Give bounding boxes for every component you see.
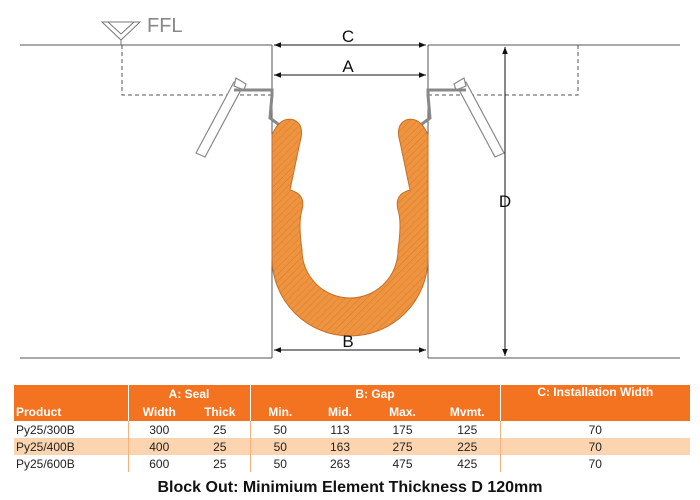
spec-table: A: Seal B: Gap C: Installation Width Pro… — [14, 385, 690, 472]
value-cell: 70 — [499, 455, 690, 472]
group-header: C: Installation Width — [499, 385, 690, 421]
drawing-line — [456, 81, 505, 158]
value-cell: 70 — [499, 421, 690, 438]
ffl-label: FFL — [147, 15, 183, 37]
product-cell: Py25/400B — [14, 438, 128, 455]
drawing-group: C A B D — [342, 27, 511, 351]
seal — [271, 118, 429, 337]
column-header: Mid. — [310, 403, 370, 421]
value-cell: 113 — [330, 422, 350, 437]
value-cell: 50 — [249, 421, 310, 438]
caption: Block Out: Minimium Element Thickness D … — [157, 479, 543, 496]
column-header: Width — [127, 403, 190, 421]
value-cell: 275 — [370, 438, 435, 455]
dim-label: C — [342, 27, 354, 46]
value-cell: 225 — [435, 438, 501, 455]
group-header: A: Seal — [127, 385, 250, 403]
value-cell: 600 — [127, 455, 190, 472]
drawing-group — [274, 42, 508, 356]
table-row: Py25/300B 300 25 50 113 175 125 70 — [14, 421, 690, 438]
value-cell: 25 — [190, 438, 250, 455]
header-cell — [14, 385, 128, 403]
value-cell: 175 — [392, 422, 413, 437]
value-cell: 263 — [329, 456, 351, 471]
drawing-group — [195, 77, 505, 198]
group-header: B: Gap — [249, 385, 501, 403]
value-cell: 425 — [457, 456, 478, 471]
value-cell: 400 — [127, 438, 190, 455]
drawing: FFL C A B D — [20, 15, 680, 359]
value-cell: 475 — [392, 456, 413, 471]
drawing-line — [121, 45, 579, 96]
dim-label: D — [499, 192, 511, 211]
value-cell: 125 — [457, 422, 478, 437]
drawing-line — [100, 21, 142, 45]
drawing-line — [195, 81, 244, 158]
value-cell: 300 — [127, 421, 190, 438]
dim-label: B — [342, 332, 353, 351]
value-cell: 70 — [499, 438, 690, 455]
table-row: Py25/600B 600 25 50 263 475 425 70 — [14, 455, 690, 472]
value-cell: 25 — [213, 456, 227, 471]
column-header: Thick — [190, 403, 250, 421]
value-cell: 50 — [249, 455, 310, 472]
product-cell: Py25/600B — [16, 456, 75, 471]
column-header: Mvmt. — [435, 403, 501, 421]
column-header: Product — [14, 403, 128, 421]
column-header: Max. — [370, 403, 435, 421]
value-cell: 163 — [310, 438, 370, 455]
column-header: Min. — [249, 403, 310, 421]
product-cell: Py25/300B — [16, 422, 75, 437]
value-cell: 25 — [213, 422, 227, 437]
table-row: Py25/400B 400 25 50 163 275 225 70 — [14, 438, 690, 455]
value-cell: 50 — [249, 438, 310, 455]
dim-label: A — [342, 57, 354, 76]
